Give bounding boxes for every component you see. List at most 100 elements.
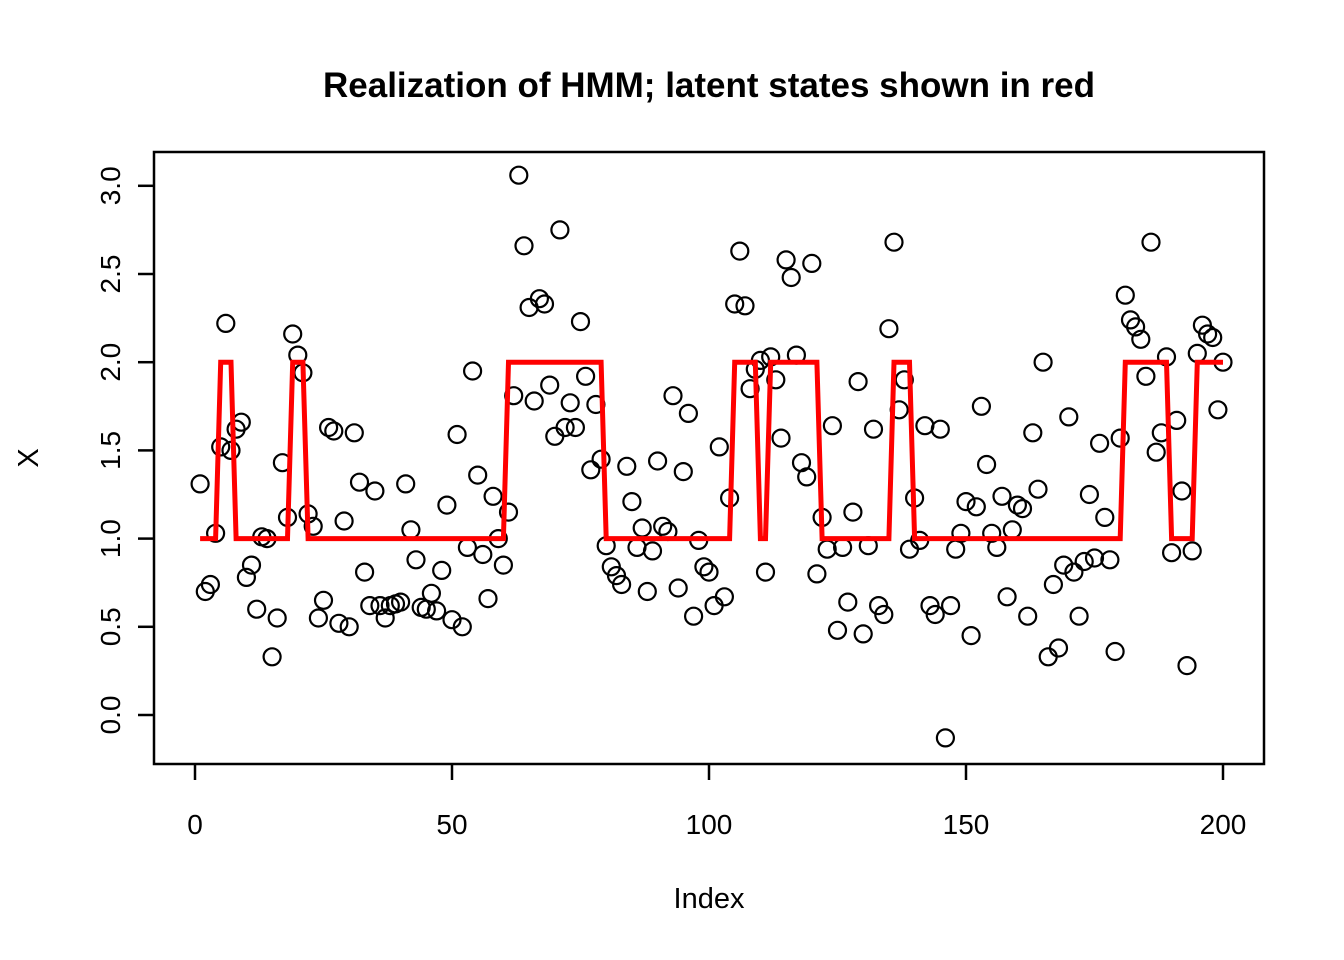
data-point xyxy=(247,599,267,619)
data-point xyxy=(1012,499,1033,519)
data-point xyxy=(1059,407,1079,427)
data-point xyxy=(1089,433,1110,453)
data-point xyxy=(951,523,971,543)
data-point xyxy=(514,236,534,256)
data-point xyxy=(997,587,1017,607)
data-point xyxy=(848,372,868,392)
data-point xyxy=(432,560,452,581)
data-point xyxy=(1018,606,1038,626)
data-point xyxy=(1146,442,1166,462)
data-point xyxy=(1136,366,1156,386)
data-point xyxy=(1038,647,1058,667)
data-point xyxy=(781,267,801,288)
data-point xyxy=(570,312,591,332)
data-point xyxy=(370,595,390,616)
data-point xyxy=(653,516,673,536)
data-point xyxy=(694,557,714,577)
x-axis-ticks: 0 50 100 150 200 xyxy=(187,764,1246,840)
data-point xyxy=(1161,543,1182,563)
data-point xyxy=(1002,520,1022,540)
data-point xyxy=(1043,574,1064,595)
data-point xyxy=(776,250,796,270)
data-point xyxy=(673,462,693,482)
data-point xyxy=(622,492,642,512)
data-point xyxy=(473,544,493,565)
data-point xyxy=(421,583,441,603)
data-point xyxy=(930,419,950,439)
data-point xyxy=(406,550,426,570)
data-point xyxy=(946,539,966,559)
data-point xyxy=(714,587,735,607)
data-point xyxy=(555,417,575,438)
data-point xyxy=(396,474,416,494)
data-point xyxy=(391,592,411,612)
data-point xyxy=(442,610,462,630)
data-point xyxy=(1197,324,1218,344)
data-point xyxy=(725,294,745,314)
data-point xyxy=(797,467,817,487)
scatter-points xyxy=(190,165,1233,748)
data-point xyxy=(216,313,236,333)
data-point xyxy=(355,562,375,582)
data-point xyxy=(540,375,560,395)
data-point xyxy=(874,604,894,625)
data-point xyxy=(427,601,447,621)
data-point xyxy=(575,366,596,386)
data-point xyxy=(519,297,539,318)
data-point xyxy=(853,624,873,644)
data-point xyxy=(1172,481,1192,501)
y-tick-label: 3.0 xyxy=(95,166,126,205)
latent-state-line xyxy=(200,359,1223,542)
data-point xyxy=(642,541,663,561)
data-point xyxy=(478,588,498,609)
data-point xyxy=(1131,329,1151,349)
data-point xyxy=(617,456,637,476)
y-axis-label: X xyxy=(13,448,45,467)
data-point xyxy=(581,460,601,480)
data-point xyxy=(236,567,256,588)
data-point xyxy=(992,486,1012,506)
data-point xyxy=(1033,352,1053,372)
data-point xyxy=(1079,484,1100,505)
data-point xyxy=(1007,495,1028,515)
data-point xyxy=(483,486,503,506)
data-point xyxy=(632,518,652,538)
data-point xyxy=(1095,507,1115,528)
y-tick-label: 2.0 xyxy=(95,343,126,382)
data-point xyxy=(802,253,822,273)
data-point xyxy=(1125,317,1146,337)
data-point xyxy=(529,289,550,309)
data-point xyxy=(925,604,945,625)
data-point xyxy=(545,426,565,446)
data-point xyxy=(678,403,699,423)
data-point xyxy=(1084,548,1105,568)
data-point xyxy=(303,516,323,536)
x-tick-label: 0 xyxy=(187,809,203,840)
data-point xyxy=(987,537,1007,558)
data-point xyxy=(591,449,611,469)
data-point xyxy=(1048,638,1069,658)
data-point xyxy=(709,437,729,457)
data-point xyxy=(1187,343,1207,363)
x-tick-label: 100 xyxy=(686,809,733,840)
data-point xyxy=(884,232,904,252)
data-point xyxy=(879,319,899,339)
data-point xyxy=(339,617,359,637)
data-point xyxy=(899,539,920,559)
data-point xyxy=(365,481,385,501)
data-point xyxy=(498,502,519,522)
data-point xyxy=(699,562,719,582)
data-point xyxy=(534,294,555,314)
data-point xyxy=(447,424,467,445)
y-tick-label: 1.5 xyxy=(95,431,126,470)
y-axis-ticks: 0.0 0.5 1.0 1.5 2.0 2.5 3.0 xyxy=(95,166,154,734)
data-point xyxy=(755,562,776,582)
data-point xyxy=(915,416,935,436)
data-point xyxy=(863,419,884,439)
x-tick-label: 200 xyxy=(1200,809,1247,840)
y-tick-label: 2.5 xyxy=(95,255,126,294)
data-point xyxy=(375,608,395,628)
y-tick-label: 1.0 xyxy=(95,519,126,558)
